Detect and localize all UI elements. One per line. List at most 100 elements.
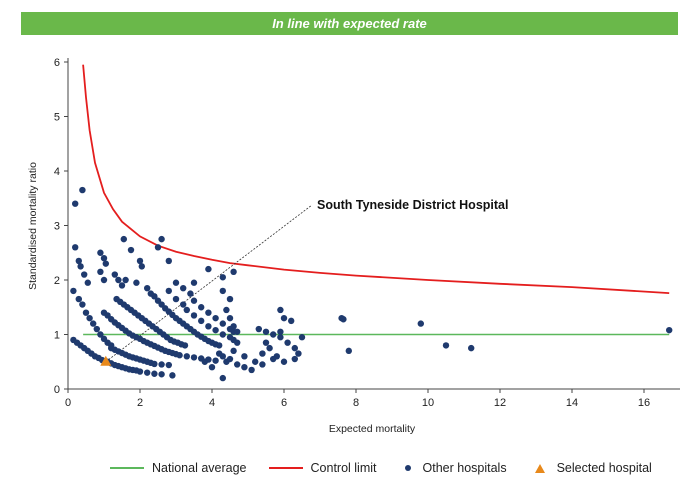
other-hospital-point <box>277 328 284 335</box>
other-hospital-point <box>190 354 198 361</box>
other-hospital-point <box>75 295 83 303</box>
other-hospital-point <box>340 316 347 323</box>
other-hospital-point <box>120 235 128 243</box>
other-hospital-point <box>115 276 122 284</box>
other-hospitals-swatch <box>404 465 411 471</box>
other-hospital-point <box>154 244 162 251</box>
legend-label: National average <box>152 461 247 475</box>
legend-other-hospitals: Other hospitals <box>399 461 507 475</box>
x-tick-label: 2 <box>137 397 143 409</box>
other-hospital-point <box>212 314 219 322</box>
other-hospital-point <box>180 284 187 292</box>
other-hospital-point <box>111 271 119 278</box>
other-hospital-point <box>122 276 129 284</box>
other-hospital-point <box>230 323 237 330</box>
other-hospital-point <box>151 293 158 300</box>
other-hospital-point <box>219 274 226 281</box>
other-hospital-point <box>97 331 104 338</box>
other-hospital-point <box>241 353 248 360</box>
national-average-swatch <box>110 467 144 469</box>
other-hospital-point <box>219 374 226 382</box>
other-hospital-point <box>144 369 151 376</box>
other-hospital-point <box>259 350 266 357</box>
other-hospital-point <box>100 276 108 284</box>
other-hospital-point <box>266 344 273 352</box>
other-hospital-point <box>172 295 180 303</box>
other-hospital-point <box>181 342 189 349</box>
other-hospital-point <box>97 249 104 256</box>
other-hospital-point <box>270 355 277 363</box>
other-hospital-point <box>158 371 165 378</box>
other-hospital-point <box>262 339 270 346</box>
other-hospital-point <box>262 328 270 335</box>
other-hospital-point <box>180 301 187 308</box>
other-hospital-point <box>102 260 110 267</box>
other-hospital-point <box>198 304 205 311</box>
annotation-leader-line <box>105 204 313 363</box>
other-hospital-point <box>75 257 83 265</box>
x-tick-label: 4 <box>209 397 215 409</box>
other-hospital-point <box>72 244 79 251</box>
y-axis-label: Standardised mortality ratio <box>27 162 39 290</box>
other-hospital-point <box>79 301 86 308</box>
other-hospital-point <box>127 246 135 254</box>
control-limit-curve <box>82 64 670 294</box>
other-hospital-point <box>277 334 284 341</box>
other-hospital-point <box>298 334 306 341</box>
y-tick-label: 6 <box>54 57 60 69</box>
other-hospital-point <box>219 287 226 295</box>
other-hospital-point <box>666 326 673 334</box>
other-hospital-point <box>205 265 212 273</box>
other-hospital-point <box>190 297 198 304</box>
control-limit-swatch <box>268 467 303 469</box>
other-hospital-point <box>84 279 92 286</box>
other-hospital-point <box>158 235 165 243</box>
other-hospital-point <box>208 364 216 371</box>
other-hospital-point <box>169 372 176 379</box>
other-hospital-point <box>183 353 190 360</box>
other-hospital-point <box>280 358 288 365</box>
selected-hospital-swatch <box>534 463 545 473</box>
other-hospital-point <box>205 309 212 316</box>
other-hospital-point <box>201 358 208 365</box>
other-hospital-point <box>165 361 172 369</box>
other-hospital-point <box>86 314 93 322</box>
other-hospital-point <box>230 347 237 355</box>
other-hospital-point <box>230 268 237 276</box>
other-hospital-point <box>468 344 475 352</box>
y-tick-label: 2 <box>54 275 60 287</box>
x-tick-label: 12 <box>494 397 506 409</box>
other-hospital-point <box>219 320 226 327</box>
legend-selected-hospital: Selected hospital <box>529 461 652 475</box>
y-tick-label: 4 <box>54 166 60 178</box>
annotation-label: South Tyneside District Hospital <box>317 198 508 212</box>
other-hospital-point <box>270 331 277 338</box>
other-hospital-point <box>219 331 226 338</box>
other-hospital-point <box>295 350 302 357</box>
other-hospital-point <box>280 314 288 322</box>
y-tick-label: 5 <box>54 112 60 124</box>
other-hospital-point <box>187 290 194 297</box>
other-hospital-point <box>172 279 180 286</box>
legend: National average Control limit Other hos… <box>110 458 674 478</box>
other-hospital-point <box>138 263 145 270</box>
y-tick-label: 3 <box>54 221 60 233</box>
other-hospital-point <box>190 279 198 286</box>
other-hospital-point <box>144 284 151 292</box>
other-hospital-point <box>165 257 172 265</box>
control-limit-layer <box>82 64 670 294</box>
other-hospital-point <box>79 186 86 194</box>
other-hospital-point <box>226 355 234 363</box>
other-hospital-point <box>241 364 248 371</box>
annotation-layer <box>105 204 313 363</box>
x-tick-label: 0 <box>65 397 71 409</box>
other-hospital-point <box>77 263 84 270</box>
other-hospital-point <box>252 358 259 365</box>
other-hospital-point <box>212 326 219 334</box>
other-hospital-point <box>100 255 108 262</box>
other-hospital-point <box>198 317 205 325</box>
other-hospital-point <box>151 370 158 377</box>
other-hospital-point <box>81 271 88 278</box>
x-tick-label: 10 <box>422 397 434 409</box>
